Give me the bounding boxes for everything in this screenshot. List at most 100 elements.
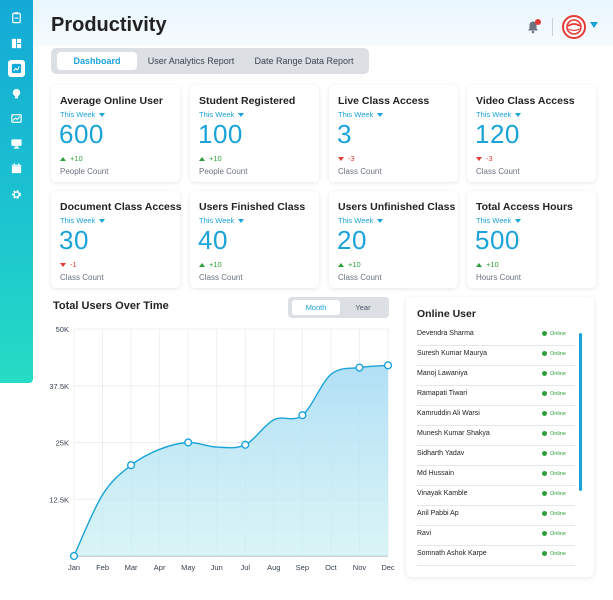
period-select[interactable]: This Week — [60, 216, 106, 225]
x-tick-label: Apr — [154, 563, 166, 572]
calendar-icon[interactable] — [8, 160, 25, 177]
status-badge: Online — [542, 551, 566, 557]
list-item[interactable]: Anil Pabbi Ap Online — [417, 506, 575, 526]
x-tick-label: Jan — [68, 563, 80, 572]
user-name: Vinayak Kamble — [417, 490, 468, 497]
page-title: Productivity — [51, 14, 167, 36]
status-badge: Online — [542, 391, 566, 397]
clipboard-icon[interactable] — [8, 9, 25, 26]
card-unit: Class Count — [338, 273, 382, 282]
user-avatar-icon[interactable] — [562, 15, 586, 39]
online-dot-icon — [542, 491, 547, 497]
data-point[interactable] — [69, 551, 79, 561]
edit-chart-icon[interactable] — [8, 110, 25, 127]
tab-date-range-data-report[interactable]: Date Range Data Report — [254, 56, 354, 66]
user-name: Devendra Sharma — [417, 330, 474, 337]
delta-value: -3 — [348, 154, 355, 163]
data-point[interactable] — [355, 363, 364, 372]
data-point[interactable] — [241, 440, 250, 449]
dashboard-icon[interactable] — [8, 35, 25, 52]
idea-icon[interactable] — [8, 85, 25, 102]
period-select[interactable]: This Week — [60, 110, 106, 119]
card-delta: -3 — [338, 154, 355, 163]
chevron-down-icon — [515, 113, 522, 118]
users-area-chart: 12.5K 25K 37.5K 50K Jan Feb Mar Apr May Jun Jul Aug… — [49, 325, 395, 572]
status-label: Online — [550, 451, 566, 457]
status-label: Online — [550, 411, 566, 417]
data-point[interactable] — [184, 438, 193, 447]
period-select[interactable]: This Week — [476, 110, 522, 119]
toggle-year[interactable]: Year — [355, 303, 371, 312]
status-badge: Online — [542, 351, 566, 357]
online-users-panel: Online User Devendra Sharma Online Suresh … — [406, 297, 594, 577]
status-badge: Online — [542, 331, 566, 337]
chevron-down-icon — [377, 113, 384, 118]
tab-user-analytics-report[interactable]: User Analytics Report — [147, 56, 235, 66]
status-label: Online — [550, 491, 566, 497]
list-item[interactable]: Manoj Lawaniya Online — [417, 366, 575, 386]
data-point[interactable] — [298, 411, 307, 420]
list-item[interactable]: Sidharth Yadav Online — [417, 446, 575, 466]
chevron-down-icon — [238, 219, 245, 224]
trend-down-icon — [60, 263, 66, 268]
online-dot-icon — [542, 391, 547, 397]
toggle-month[interactable]: Month — [292, 300, 340, 315]
stat-card: Live Class Access This Week 3 -3 Class Count — [329, 85, 458, 182]
period-select[interactable]: This Week — [476, 216, 522, 225]
user-name: Md Hussain — [417, 470, 454, 477]
period-select[interactable]: This Week — [338, 110, 384, 119]
card-title: Users Finished Class — [199, 201, 306, 213]
online-dot-icon — [542, 411, 547, 417]
chart-title: Total Users Over Time — [53, 300, 169, 312]
list-item[interactable]: Vinayak Kamble Online — [417, 486, 575, 506]
online-dot-icon — [542, 431, 547, 437]
card-delta: +10 — [60, 154, 83, 163]
card-unit: Class Count — [60, 273, 104, 282]
list-item[interactable]: Md Hussain Online — [417, 466, 575, 486]
header-divider — [552, 18, 553, 36]
period-select[interactable]: This Week — [199, 110, 245, 119]
x-tick-label: Aug — [267, 563, 280, 572]
card-title: Student Registered — [199, 95, 296, 107]
stat-card: Average Online User This Week 600 +10 People… — [51, 85, 180, 182]
chevron-down-icon — [99, 219, 106, 224]
user-name: Ravi — [417, 530, 432, 537]
user-name: Suresh Kumar Maurya — [417, 350, 488, 357]
data-point[interactable] — [126, 461, 136, 470]
period-select[interactable]: This Week — [338, 216, 384, 225]
scrollbar[interactable] — [579, 333, 582, 491]
trend-up-icon — [476, 263, 482, 268]
top-bar — [33, 0, 613, 46]
tab-dashboard[interactable]: Dashboard — [57, 52, 137, 70]
user-name: Munesh Kumar Shakya — [417, 430, 490, 437]
delta-value: -3 — [486, 154, 493, 163]
card-value: 3 — [337, 119, 352, 149]
list-item[interactable]: Suresh Kumar Maurya Online — [417, 346, 575, 366]
period-select[interactable]: This Week — [199, 216, 245, 225]
gear-icon[interactable] — [8, 186, 25, 203]
list-item[interactable]: Somnath Ashok Karpe Online — [417, 546, 575, 566]
monitor-icon[interactable] — [8, 135, 25, 152]
status-badge: Online — [542, 431, 566, 437]
list-item[interactable]: Munesh Kumar Shakya Online — [417, 426, 575, 446]
status-label: Online — [550, 471, 566, 477]
online-panel-title: Online User — [417, 308, 476, 320]
status-badge: Online — [542, 411, 566, 417]
chevron-down-icon — [515, 219, 522, 224]
status-badge: Online — [542, 511, 566, 517]
trend-up-icon — [338, 263, 344, 268]
card-value: 120 — [475, 119, 520, 149]
list-item[interactable]: Ramapati Tiwari Online — [417, 386, 575, 406]
y-tick-label: 25K — [56, 439, 69, 448]
list-item[interactable]: Ravi Online — [417, 526, 575, 546]
list-item[interactable]: Devendra Sharma Online — [417, 326, 575, 346]
analytics-icon[interactable] — [8, 60, 25, 77]
status-label: Online — [550, 371, 566, 377]
chevron-down-icon[interactable] — [590, 22, 598, 28]
card-unit: Class Count — [476, 167, 520, 176]
card-delta: -1 — [60, 260, 77, 269]
status-badge: Online — [542, 371, 566, 377]
list-item[interactable]: Kamruddin Ali Warsi Online — [417, 406, 575, 426]
data-point[interactable] — [383, 361, 393, 370]
trend-up-icon — [199, 263, 205, 268]
